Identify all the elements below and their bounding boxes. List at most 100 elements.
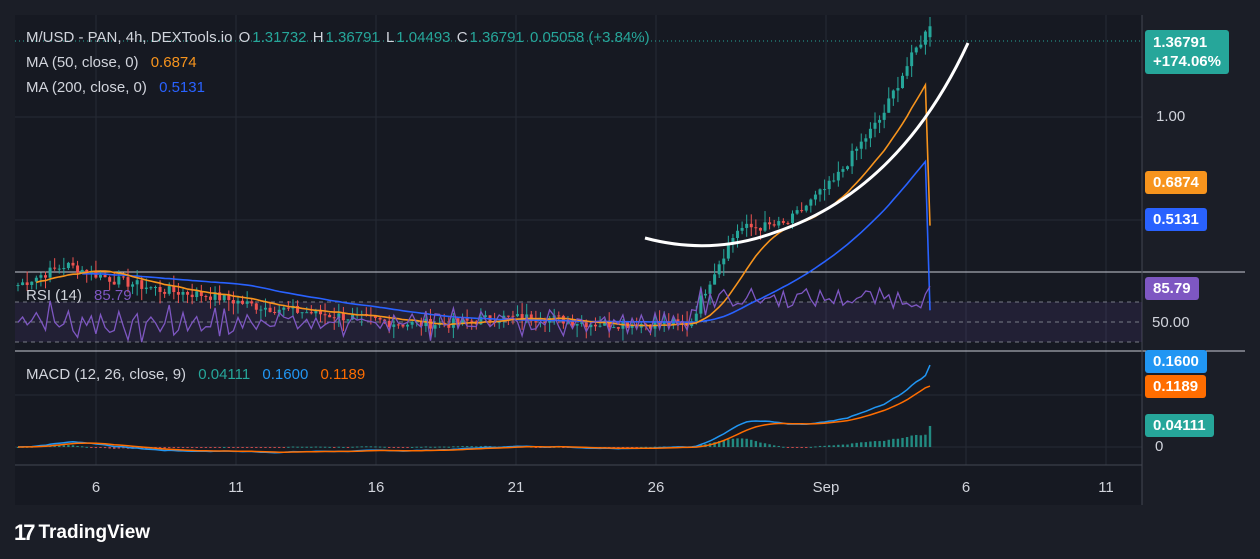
- histogram-bar: [204, 447, 208, 448]
- candle-body: [557, 315, 561, 317]
- histogram-bar: [140, 447, 143, 449]
- candle-body: [80, 269, 84, 273]
- high-label: H: [312, 29, 324, 46]
- histogram-bar: [328, 446, 331, 448]
- candle-body: [823, 189, 827, 191]
- histogram-bar: [465, 446, 469, 448]
- histogram-bar: [287, 446, 290, 448]
- macd-zero-label: 0: [1155, 438, 1164, 455]
- candle-body: [901, 75, 905, 89]
- candle-body: [30, 281, 34, 285]
- candle-body: [878, 119, 882, 123]
- histogram-bar: [924, 434, 927, 447]
- histogram-bar: [296, 446, 299, 448]
- histogram-bar: [443, 446, 446, 448]
- candle-body: [864, 138, 868, 142]
- histogram-bar: [319, 446, 322, 448]
- histogram-bar: [268, 447, 272, 448]
- histogram-bar: [190, 447, 194, 448]
- histogram-bar: [397, 447, 400, 448]
- histogram-bar: [827, 445, 831, 447]
- histogram-bar: [122, 447, 125, 449]
- candle-body: [57, 268, 61, 270]
- histogram-bar: [777, 445, 780, 447]
- candle-body: [818, 189, 822, 195]
- histogram-bar: [213, 447, 217, 448]
- candle-body: [282, 307, 286, 310]
- candle-body: [855, 148, 859, 151]
- histogram-bar: [282, 447, 286, 448]
- candles: [16, 17, 932, 341]
- change-value: 0.05058 (+3.84%): [529, 29, 650, 46]
- x-tick-label: 6: [962, 479, 970, 496]
- histogram-bar: [424, 446, 428, 448]
- candle-body: [71, 262, 75, 266]
- candle-body: [781, 221, 785, 223]
- candle-body: [76, 265, 80, 273]
- candle-body: [328, 314, 332, 318]
- histogram-bar: [768, 444, 771, 447]
- histogram-bar: [355, 446, 359, 448]
- candle-body: [167, 286, 171, 294]
- ma200-legend-label: MA (200, close, 0): [26, 79, 147, 96]
- x-tick-label: Sep: [813, 479, 840, 496]
- candle-body: [919, 44, 923, 48]
- candle-body: [176, 292, 180, 295]
- histogram-bar: [837, 444, 840, 447]
- candle-body: [543, 322, 547, 324]
- histogram-bar: [401, 447, 405, 448]
- candle-body: [222, 294, 226, 301]
- histogram-bar: [873, 441, 877, 447]
- ma50-price-tag: 0.6874: [1145, 171, 1207, 194]
- candle-body: [511, 315, 515, 317]
- candle-body: [836, 171, 840, 181]
- candle-body: [607, 320, 611, 328]
- candle-body: [181, 292, 185, 295]
- candle-body: [401, 324, 405, 327]
- candle-body: [873, 122, 877, 129]
- last-price-pct: +174.06%: [1153, 53, 1221, 70]
- candle-body: [410, 321, 414, 325]
- candle-body: [749, 223, 753, 228]
- histogram-bar: [374, 446, 377, 448]
- histogram-bar: [177, 447, 180, 449]
- histogram-bar: [429, 446, 432, 448]
- candle-body: [66, 262, 70, 269]
- candle-body: [300, 312, 304, 314]
- candle-body: [584, 322, 588, 328]
- candle-body: [218, 292, 222, 301]
- histogram-bar: [172, 447, 176, 449]
- candle-body: [846, 166, 850, 170]
- ma200-legend[interactable]: MA (200, close, 0) 0.5131: [26, 79, 207, 96]
- histogram-bar: [846, 444, 849, 447]
- candle-body: [259, 309, 263, 311]
- candle-body: [736, 230, 740, 238]
- candle-body: [465, 318, 469, 321]
- histogram-bar: [103, 447, 107, 449]
- candle-body: [273, 312, 277, 314]
- histogram-bar: [905, 437, 909, 447]
- macd-legend[interactable]: MACD (12, 26, close, 9) 0.04111 0.1600 0…: [26, 366, 367, 383]
- ma50-legend-value: 0.6874: [150, 54, 197, 71]
- candle-body: [241, 300, 245, 304]
- candle-body: [868, 128, 872, 139]
- candle-body: [305, 312, 309, 314]
- candle-body: [731, 237, 735, 245]
- tradingview-logo[interactable]: 17 TradingView: [14, 520, 150, 546]
- candle-body: [387, 320, 391, 327]
- candle-body: [598, 325, 602, 327]
- candle-body: [896, 88, 900, 91]
- histogram-bar: [832, 445, 835, 447]
- histogram-bar: [71, 445, 75, 447]
- candle-body: [593, 324, 597, 327]
- candle-body: [250, 301, 254, 304]
- rsi-legend[interactable]: RSI (14) 85.79: [26, 287, 134, 304]
- candle-body: [373, 316, 377, 318]
- candle-body: [144, 287, 148, 289]
- histogram-bar: [869, 441, 872, 447]
- histogram-bar: [433, 446, 437, 448]
- ma50-legend[interactable]: MA (50, close, 0) 0.6874: [26, 54, 199, 71]
- candle-body: [135, 280, 139, 285]
- candle-body: [754, 227, 758, 229]
